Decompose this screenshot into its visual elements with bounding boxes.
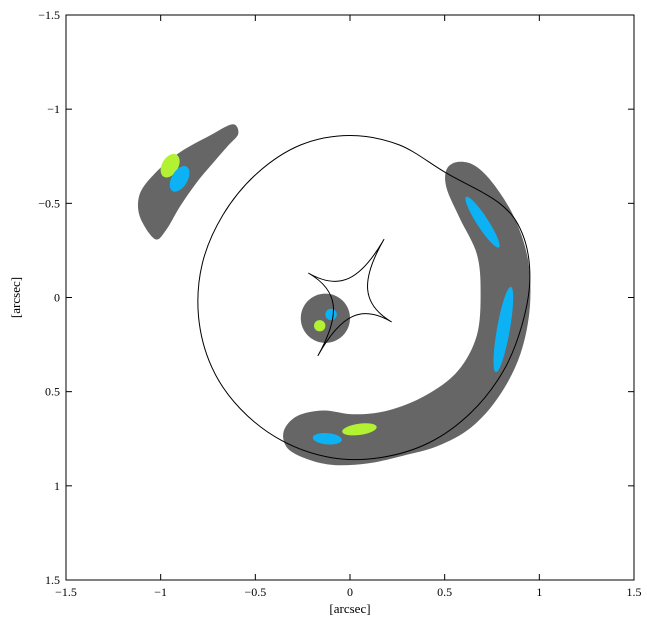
- source-spots-layer: [160, 153, 514, 445]
- source-spot-b-4: [465, 196, 500, 248]
- source-spot-b-7: [312, 432, 342, 445]
- x-tick-label: 1: [536, 585, 542, 599]
- image-regions-layer: [137, 124, 531, 466]
- x-tick-label: 0.5: [437, 585, 452, 599]
- x-tick-label: −1.5: [55, 585, 77, 599]
- x-axis-title: [arcsec]: [329, 601, 370, 616]
- y-tick-label: 0.5: [45, 385, 60, 399]
- image-region-upper-left-arc: [137, 124, 239, 240]
- source-spot-a-2: [160, 153, 180, 178]
- x-tick-label: −0.5: [244, 585, 266, 599]
- source-spot-b-5: [493, 286, 514, 373]
- tick-labels-layer: −1.5 −1 −0.5 0 0.5 1 1.5−1.5−1−0.500.511.5: [38, 8, 641, 599]
- image-region-right-arc: [283, 161, 531, 466]
- curves-layer: [197, 134, 531, 461]
- x-tick-label: 0: [347, 585, 353, 599]
- y-tick-label: −1: [47, 102, 60, 116]
- critical-curve: [197, 134, 531, 461]
- y-tick-label: −0.5: [38, 196, 60, 210]
- plot-frame: [65, 14, 635, 581]
- source-spot-b-3: [169, 165, 190, 192]
- source-spot-a-0: [314, 320, 326, 332]
- y-axis-title: [arcsec]: [8, 277, 23, 318]
- ticks-layer: [65, 14, 635, 581]
- source-spot-a-6: [342, 423, 377, 436]
- y-tick-label: −1.5: [38, 8, 60, 22]
- caustic-curve: [308, 238, 392, 357]
- y-tick-label: 1: [54, 479, 60, 493]
- y-tick-label: 1.5: [45, 573, 60, 587]
- image-region-central-disk: [300, 293, 350, 343]
- source-spot-b-1: [325, 308, 337, 321]
- x-tick-label: 1.5: [627, 585, 642, 599]
- x-tick-label: −1: [154, 585, 167, 599]
- y-tick-label: 0: [54, 291, 60, 305]
